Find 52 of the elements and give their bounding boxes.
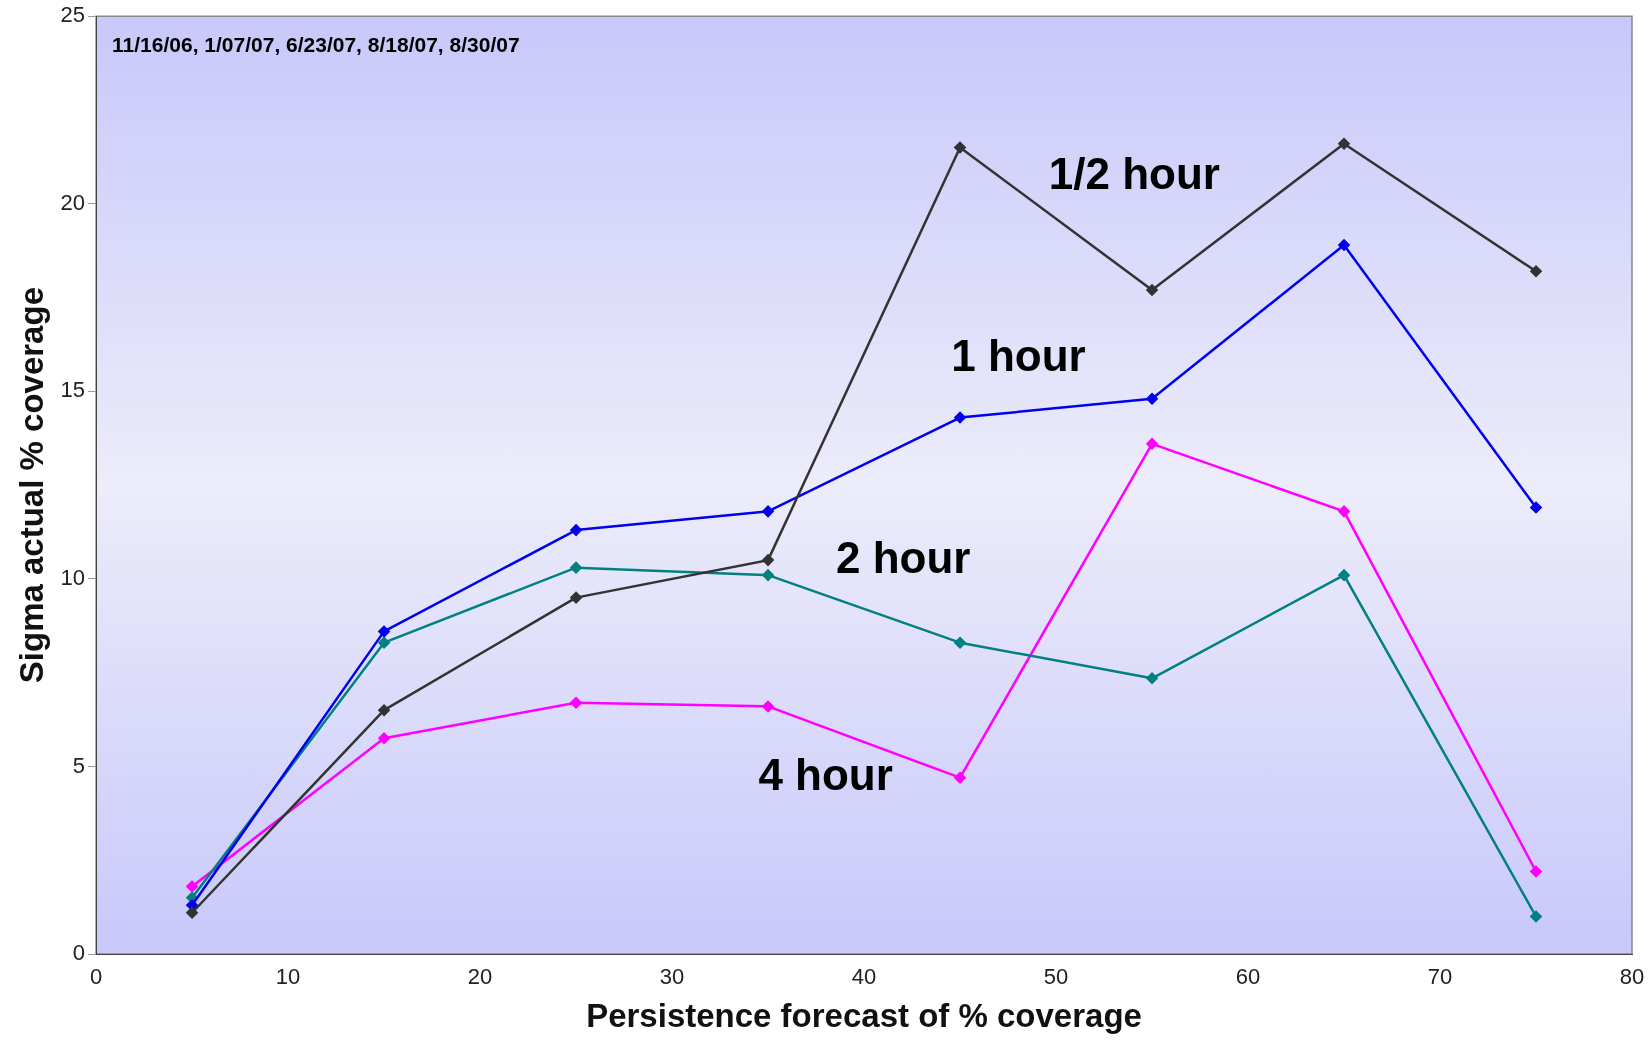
point [378, 732, 390, 745]
x-tick-label: 40 [851, 964, 877, 990]
point [570, 696, 582, 709]
point [1338, 137, 1350, 150]
point [954, 411, 966, 424]
point [570, 591, 582, 604]
point [954, 141, 966, 154]
y-tick-label: 0 [72, 940, 86, 966]
y-tick-label: 20 [60, 189, 86, 215]
point [762, 505, 774, 518]
x-tick-label: 60 [1235, 964, 1261, 990]
y-tick-label: 5 [72, 752, 86, 778]
point [954, 771, 966, 784]
point [762, 569, 774, 581]
x-tick-label: 10 [275, 964, 301, 990]
series-label: 4 hour [758, 749, 893, 799]
point [762, 700, 774, 713]
series-label: 2 hour [836, 532, 971, 582]
y-tick-label: 15 [60, 377, 86, 403]
point [1530, 910, 1542, 923]
point [1530, 865, 1542, 878]
x-tick-label: 0 [89, 964, 103, 990]
x-tick-label: 20 [467, 964, 493, 990]
series-label: 1 hour [951, 330, 1086, 380]
point [378, 625, 390, 638]
point [570, 524, 582, 536]
y-tick-label: 10 [60, 564, 86, 590]
point [1530, 501, 1542, 514]
point [1338, 239, 1350, 251]
point [1146, 438, 1158, 450]
point [186, 880, 198, 893]
point [378, 636, 390, 649]
x-tick-label: 70 [1427, 964, 1453, 990]
series-label: 1/2 hour [1048, 149, 1220, 199]
point [378, 704, 390, 716]
point [1146, 393, 1158, 405]
annotation: 11/16/06, 1/07/07, 6/23/07, 8/18/07, 8/30/07 [112, 33, 520, 57]
point [186, 906, 198, 919]
point [1530, 265, 1542, 278]
point [954, 636, 966, 649]
y-tick-label: 25 [60, 2, 86, 28]
point [762, 554, 774, 566]
point [570, 561, 582, 574]
y-axis-title: Sigma actual % coverage [12, 287, 50, 684]
point [1338, 505, 1350, 518]
point [1146, 672, 1158, 685]
x-axis-title: Persistence forecast of % coverage [586, 997, 1142, 1035]
point [1338, 569, 1350, 581]
point [1146, 284, 1158, 296]
x-tick-label: 50 [1043, 964, 1069, 990]
x-tick-label: 30 [659, 964, 685, 990]
x-tick-label: 80 [1619, 964, 1645, 990]
